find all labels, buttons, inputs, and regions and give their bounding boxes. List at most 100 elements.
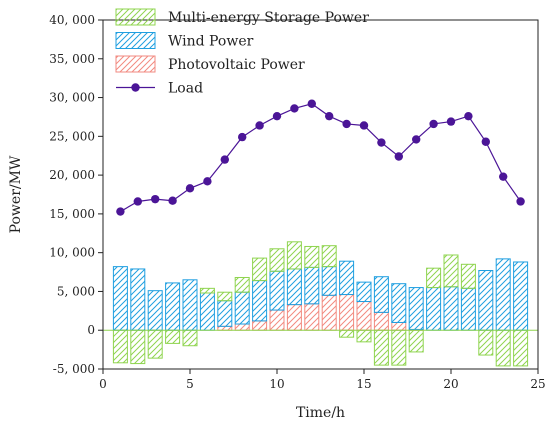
x-tick-label: 25	[530, 377, 545, 391]
wind-bar	[130, 268, 146, 331]
load-point	[464, 111, 473, 121]
y-tick-label: 0	[87, 323, 95, 337]
y-tick-label: -5, 000	[53, 362, 95, 376]
storage-bar	[391, 329, 407, 366]
load-point	[342, 119, 351, 129]
storage-bar	[130, 329, 146, 365]
x-axis-title: Time/h	[296, 405, 345, 421]
wind-bar	[304, 266, 320, 305]
pv-bar	[373, 311, 389, 331]
load-point	[325, 111, 334, 121]
wind-bar	[234, 291, 250, 325]
wind-bar	[269, 270, 285, 311]
load-point	[116, 207, 125, 216]
x-tick-label: 20	[443, 377, 458, 391]
load-point	[185, 184, 195, 193]
load-point	[255, 121, 264, 130]
storage-bar	[478, 329, 494, 356]
wind-bar	[199, 292, 215, 331]
storage-bar	[147, 329, 163, 359]
y-tick-label: 10, 000	[49, 246, 95, 260]
pv-bar	[217, 325, 233, 331]
load-point	[499, 172, 508, 181]
y-axis-title: Power/MW	[8, 155, 24, 233]
storage-bar	[217, 291, 233, 302]
wind-bar	[460, 287, 476, 331]
legend-label: Photovoltaic Power	[168, 57, 305, 73]
plot-frame	[102, 19, 539, 370]
storage-bar	[182, 329, 198, 347]
y-tick-label: 35, 000	[49, 52, 95, 66]
load-point	[429, 119, 438, 129]
x-tick-label: 0	[99, 377, 107, 391]
load-line	[120, 103, 522, 213]
pv-bar	[234, 323, 250, 331]
wind-bar	[373, 276, 389, 313]
storage-bar	[165, 329, 181, 344]
wind-bar	[217, 300, 233, 327]
storage-bar	[286, 241, 302, 270]
load-point	[394, 152, 403, 161]
x-axis-ticks: 0 5 10 15 20 25	[99, 369, 546, 391]
storage-bar	[304, 245, 320, 268]
pv-bar	[339, 294, 355, 331]
pv-bar	[252, 320, 268, 331]
wind-bar	[286, 268, 302, 306]
wind-bar	[356, 281, 372, 303]
pv-bar	[304, 303, 320, 331]
pv-bar	[269, 309, 285, 331]
load-point	[481, 137, 490, 146]
x-tick-label: 10	[269, 377, 284, 391]
wind-bar	[478, 270, 494, 331]
y-tick-label: 20, 000	[49, 168, 95, 182]
legend-swatch	[115, 32, 156, 49]
load-point	[307, 99, 316, 108]
y-tick-label: 25, 000	[49, 129, 95, 143]
storage-bar	[199, 287, 215, 294]
wind-bar	[408, 287, 424, 330]
storage-bar	[426, 267, 442, 289]
storage-bar	[252, 257, 268, 282]
y-axis-ticks: -5, 000 0 5, 000 10, 000 15, 000 20, 000 25, 0…	[49, 13, 103, 376]
bar-layer	[103, 241, 538, 367]
load-point	[446, 117, 456, 126]
y-tick-label: 30, 000	[49, 91, 95, 105]
wind-bar	[391, 283, 407, 323]
wind-bar	[339, 260, 355, 296]
load-line-layer	[116, 99, 525, 216]
load-point	[151, 194, 160, 204]
wind-bar	[443, 286, 459, 331]
storage-bar	[234, 276, 250, 293]
load-point	[290, 104, 299, 113]
wind-bar	[165, 282, 181, 331]
legend-swatch	[115, 55, 156, 73]
load-point	[203, 177, 212, 186]
storage-bar	[321, 245, 337, 268]
load-point	[272, 111, 282, 121]
storage-bar	[269, 248, 285, 272]
legend-label: Multi-energy Storage Power	[168, 10, 369, 26]
legend-swatch-marker	[131, 83, 140, 92]
load-point	[412, 135, 421, 144]
x-tick-label: 5	[186, 377, 194, 391]
load-point	[377, 138, 386, 147]
legend: Multi-energy Storage Power Wind Power Phot…	[115, 8, 369, 97]
wind-bar	[147, 290, 163, 331]
load-point	[168, 196, 177, 205]
pv-bar	[321, 294, 337, 331]
wind-bar	[112, 266, 128, 331]
legend-label: Wind Power	[168, 34, 254, 50]
load-point	[133, 197, 142, 206]
wind-bar	[182, 279, 198, 331]
pv-bar	[391, 321, 407, 331]
y-tick-label: 40, 000	[49, 13, 95, 27]
y-tick-label: 15, 000	[49, 207, 95, 221]
legend-label: Load	[168, 81, 203, 97]
load-point	[516, 197, 525, 206]
storage-bar	[513, 329, 529, 367]
pv-bar	[356, 301, 372, 331]
wind-bar	[513, 261, 529, 331]
x-tick-label: 15	[356, 377, 371, 391]
wind-bar	[252, 280, 268, 322]
